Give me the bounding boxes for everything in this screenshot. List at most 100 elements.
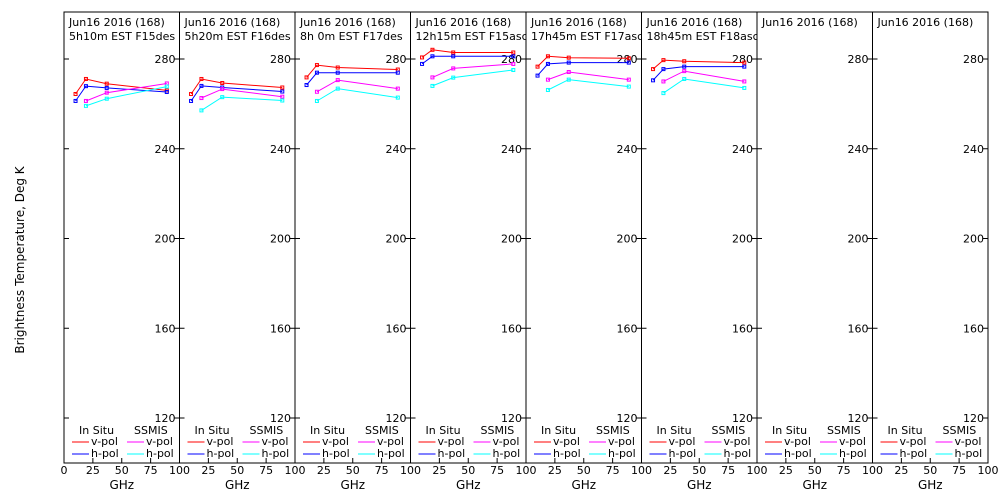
- data-point-insitu-v: [626, 56, 631, 61]
- legend-ssmis-v-label: v-pol: [839, 435, 866, 448]
- panel-title-time: 12h15m EST F15asc: [416, 30, 528, 43]
- y-tick-label: 200: [963, 233, 984, 246]
- legend-ssmis-h-label: h-pol: [493, 447, 521, 460]
- x-tick-label: 75: [952, 464, 966, 477]
- legend-insitu-h-label: h-pol: [900, 447, 928, 460]
- x-tick-label: 25: [894, 464, 908, 477]
- data-point-ssmis-h: [164, 84, 169, 89]
- x-tick-label: 100: [747, 464, 768, 477]
- legend-ssmis-v-label: v-pol: [608, 435, 635, 448]
- legend-insitu-v-label: v-pol: [900, 435, 927, 448]
- data-point-ssmis-h: [199, 108, 204, 113]
- data-point-ssmis-v: [164, 81, 169, 86]
- x-tick-label: 50: [808, 464, 822, 477]
- y-tick-label: 160: [155, 322, 176, 335]
- series-line-insitu-v: [190, 78, 283, 95]
- y-tick-label: 240: [848, 143, 869, 156]
- legend-insitu-header: In Situ: [772, 424, 807, 437]
- data-point-insitu-v: [535, 64, 540, 69]
- legend-ssmis-header: SSMIS: [712, 424, 746, 437]
- panel-title-time: 17h45m EST F17asc: [531, 30, 643, 43]
- data-point-insitu-h: [189, 98, 194, 103]
- data-point-ssmis-h: [511, 67, 516, 72]
- y-tick-label: 160: [617, 322, 638, 335]
- data-point-ssmis-v: [199, 96, 204, 101]
- panel-title-group: Jun16 2016 (168)5h20m EST F16des: [184, 16, 291, 43]
- series-line-ssmis-v: [663, 70, 745, 82]
- data-point-insitu-h: [73, 98, 78, 103]
- data-point-ssmis-h: [566, 77, 571, 82]
- legend-ssmis-v-label: v-pol: [377, 435, 404, 448]
- legend-insitu-header: In Situ: [541, 424, 576, 437]
- data-point-ssmis-h: [451, 75, 456, 80]
- data-point-insitu-h: [626, 60, 631, 65]
- data-point-insitu-h: [335, 70, 340, 75]
- legend-ssmis-v-label: v-pol: [146, 435, 173, 448]
- panel-title-group: Jun16 2016 (168)5h10m EST F15des: [68, 16, 175, 43]
- data-point-insitu-h: [451, 54, 456, 59]
- x-tick-label: 75: [144, 464, 158, 477]
- legend-insitu-header: In Situ: [888, 424, 923, 437]
- x-tick-label: 25: [779, 464, 793, 477]
- data-point-insitu-h: [314, 70, 319, 75]
- series-line-ssmis-v: [201, 88, 283, 99]
- data-point-insitu-v: [280, 85, 285, 90]
- data-point-insitu-v: [511, 50, 516, 55]
- legend-insitu-header: In Situ: [310, 424, 345, 437]
- legend-insitu-h-label: h-pol: [438, 447, 466, 460]
- data-point-ssmis-v: [451, 66, 456, 71]
- x-axis-label: GHz: [571, 478, 596, 492]
- series-line-insitu-v: [421, 49, 514, 58]
- panel-4: Jun16 2016 (168)12h15m EST F15asc 120 160 2…: [410, 11, 537, 492]
- data-point-insitu-v: [314, 63, 319, 68]
- panel-8: Jun16 2016 (168) 120 160 200 240 280 25 50 75 100…: [872, 11, 999, 492]
- legend-ssmis-header: SSMIS: [481, 424, 515, 437]
- legend-ssmis-h-label: h-pol: [839, 447, 867, 460]
- legend-insitu-h-label: h-pol: [207, 447, 235, 460]
- data-point-ssmis-h: [83, 103, 88, 108]
- data-point-insitu-h: [651, 78, 656, 83]
- y-tick-label: 120: [386, 412, 407, 425]
- data-point-insitu-v: [220, 81, 225, 86]
- y-tick-label: 200: [270, 233, 291, 246]
- x-tick-label: 0: [61, 464, 68, 477]
- y-tick-label: 240: [963, 143, 984, 156]
- x-tick-label: 50: [346, 464, 360, 477]
- legend-ssmis-h-label: h-pol: [955, 447, 983, 460]
- y-tick-label: 240: [270, 143, 291, 156]
- data-point-insitu-v: [651, 67, 656, 72]
- y-tick-label: 160: [732, 322, 753, 335]
- legend-ssmis-v-label: v-pol: [262, 435, 289, 448]
- data-point-ssmis-v: [220, 87, 225, 92]
- x-tick-label: 75: [375, 464, 389, 477]
- x-tick-label: 75: [837, 464, 851, 477]
- panel-title-date: Jun16 2016 (168): [184, 16, 281, 29]
- panel-title-date: Jun16 2016 (168): [761, 16, 858, 29]
- x-tick-label: 75: [259, 464, 273, 477]
- panel-title-group: Jun16 2016 (168)12h15m EST F15asc: [415, 16, 528, 43]
- y-tick-label: 160: [963, 322, 984, 335]
- y-tick-label: 160: [501, 322, 522, 335]
- panel-title-group: Jun16 2016 (168)17h45m EST F17asc: [530, 16, 643, 43]
- series-line-insitu-h: [652, 66, 745, 81]
- legend-ssmis-h-label: h-pol: [262, 447, 290, 460]
- series-line-ssmis-h: [432, 69, 514, 87]
- data-point-insitu-v: [335, 65, 340, 70]
- x-tick-label: 100: [400, 464, 421, 477]
- x-axis-label: GHz: [918, 478, 943, 492]
- data-point-ssmis-h: [395, 95, 400, 100]
- x-axis-label: GHz: [109, 478, 134, 492]
- data-point-insitu-v: [420, 55, 425, 60]
- data-point-ssmis-h: [335, 86, 340, 91]
- legend-ssmis-header: SSMIS: [365, 424, 399, 437]
- y-tick-label: 240: [386, 143, 407, 156]
- legend-ssmis-v-label: v-pol: [493, 435, 520, 448]
- series-line-insitu-v: [652, 59, 745, 70]
- series-line-ssmis-v: [85, 83, 167, 102]
- data-point-ssmis-v: [314, 89, 319, 94]
- legend-insitu-h-label: h-pol: [322, 447, 350, 460]
- series-line-ssmis-h: [85, 86, 167, 107]
- legend-ssmis-v-label: v-pol: [724, 435, 751, 448]
- y-tick-label: 280: [963, 53, 984, 66]
- x-tick-label: 25: [548, 464, 562, 477]
